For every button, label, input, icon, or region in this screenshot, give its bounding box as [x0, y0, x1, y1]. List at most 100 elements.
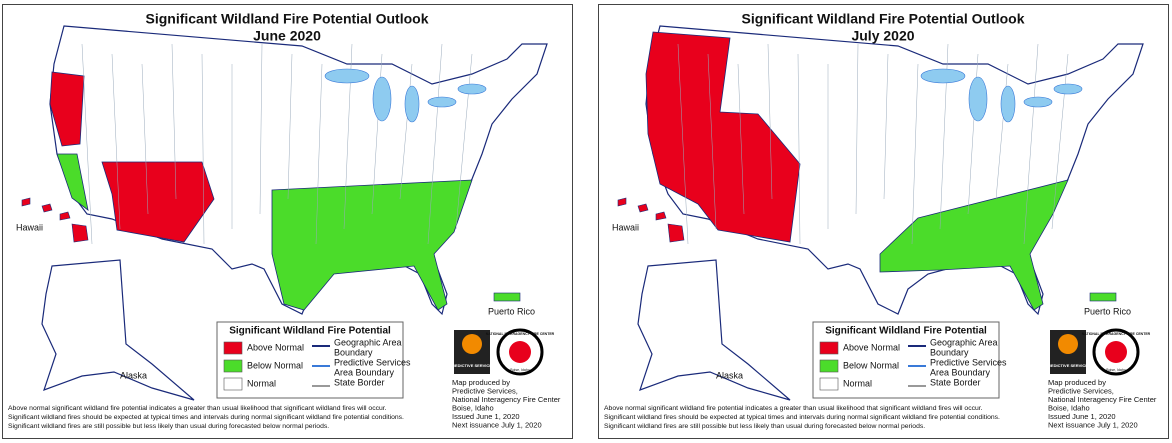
- below-normal-region: [56, 153, 89, 211]
- logo-flame: [462, 334, 482, 354]
- lake: [968, 76, 988, 122]
- below-normal-region: [271, 179, 473, 311]
- credit-line: Map produced by: [452, 378, 510, 387]
- legend-boundary-label: State Border: [334, 377, 385, 387]
- credit-line: National Interagency Fire Center: [452, 395, 561, 404]
- legend-swatch: [819, 359, 839, 373]
- legend: Significant Wildland Fire Potential Above…: [216, 321, 411, 399]
- hawaii-island: [667, 223, 685, 243]
- logo-text: PREDICTIVE SERVICES: [1045, 363, 1091, 368]
- footnote: Above normal significant wildland fire p…: [8, 405, 387, 412]
- map-panel: Significant Wildland Fire Potential Outl…: [2, 4, 573, 439]
- lake: [1000, 85, 1016, 123]
- state-border: [737, 63, 745, 215]
- legend-boundary-label: Area Boundary: [334, 367, 395, 377]
- hawaii-island: [59, 211, 71, 221]
- map-title: Significant Wildland Fire Potential Outl…: [742, 11, 1025, 27]
- map-panel: Significant Wildland Fire Potential Outl…: [598, 4, 1169, 439]
- legend-title: Significant Wildland Fire Potential: [229, 326, 391, 337]
- below-normal-region: [879, 179, 1069, 311]
- legend-swatch: [223, 341, 243, 355]
- legend-title: Significant Wildland Fire Potential: [825, 326, 987, 337]
- state-border: [259, 43, 263, 215]
- state-border: [201, 53, 205, 245]
- credit-line: Next issuance July 1, 2020: [1048, 420, 1138, 429]
- credit-line: Next issuance July 1, 2020: [452, 420, 542, 429]
- puerto-rico-label: Puerto Rico: [488, 306, 535, 316]
- legend-label: Below Normal: [843, 360, 899, 370]
- above-normal-region: [645, 31, 801, 243]
- map-title: Significant Wildland Fire Potential Outl…: [146, 11, 429, 27]
- credit-line: Predictive Services,: [452, 386, 518, 395]
- state-border: [455, 53, 473, 230]
- puerto-rico: [493, 292, 521, 302]
- nifc-logo-text: NATIONAL INTERAGENCY FIRE CENTER: [486, 332, 555, 336]
- state-border: [111, 53, 121, 230]
- legend: Significant Wildland Fire Potential Above…: [812, 321, 1007, 399]
- legend-box: [216, 321, 404, 399]
- legend-boundary-label: Predictive Services: [930, 357, 1007, 367]
- hawaii-island: [655, 211, 667, 221]
- state-border: [677, 43, 689, 245]
- nifc-logo-city: Boise, Idaho: [1106, 368, 1126, 372]
- state-border: [287, 53, 293, 200]
- legend-label: Above Normal: [843, 342, 900, 352]
- footnote: Significant wildland fires are still pos…: [8, 423, 329, 430]
- legend-label: Above Normal: [247, 342, 304, 352]
- lake: [1023, 96, 1053, 108]
- lake: [920, 68, 966, 84]
- nifc-flame: [509, 341, 531, 363]
- state-border: [767, 43, 773, 200]
- footnote: Above normal significant wildland fire p…: [604, 405, 983, 412]
- logo-text: PREDICTIVE SERVICES: [449, 363, 495, 368]
- hawaii-island: [21, 197, 31, 207]
- map-subtitle: July 2020: [851, 28, 914, 44]
- hawaii-island: [41, 203, 53, 213]
- legend-label: Normal: [247, 378, 276, 388]
- legend-swatch: [819, 341, 839, 355]
- legend-swatch: [223, 377, 243, 391]
- alaska-label: Alaska: [716, 370, 743, 380]
- above-normal-region: [101, 161, 215, 243]
- alaska: [637, 259, 791, 401]
- alaska-label: Alaska: [120, 370, 147, 380]
- hawaii-island: [71, 223, 89, 243]
- state-border: [1051, 53, 1069, 230]
- footnote: Significant wildland fires are still pos…: [604, 423, 925, 430]
- legend-swatch: [223, 359, 243, 373]
- legend-boundary-label: Area Boundary: [930, 367, 991, 377]
- lake: [1053, 83, 1083, 95]
- lake: [324, 68, 370, 84]
- footnote: Significant wildland fires should be exp…: [8, 414, 404, 421]
- legend-boundary-label: Boundary: [334, 347, 373, 357]
- legend-label: Below Normal: [247, 360, 303, 370]
- credit-line: Issued June 1, 2020: [1048, 412, 1116, 421]
- puerto-rico: [1089, 292, 1117, 302]
- state-border: [797, 53, 801, 245]
- credit-line: Map produced by: [1048, 378, 1106, 387]
- hawaii-island: [637, 203, 649, 213]
- legend-box: [812, 321, 1000, 399]
- legend-label: Normal: [843, 378, 872, 388]
- state-border: [171, 43, 177, 200]
- nifc-logo-text: NATIONAL INTERAGENCY FIRE CENTER: [1082, 332, 1151, 336]
- nifc-logo-city: Boise, Idaho: [510, 368, 530, 372]
- legend-swatch: [819, 377, 839, 391]
- legend-boundary-label: Geographic Area: [930, 337, 998, 347]
- state-border: [911, 63, 919, 245]
- credit-line: Predictive Services,: [1048, 386, 1114, 395]
- alaska: [41, 259, 195, 401]
- state-border: [315, 63, 323, 245]
- lake: [457, 83, 487, 95]
- hawaii-label: Hawaii: [16, 222, 43, 232]
- nifc-flame: [1105, 341, 1127, 363]
- lake: [404, 85, 420, 123]
- state-border: [707, 53, 717, 230]
- credit-line: National Interagency Fire Center: [1048, 395, 1157, 404]
- hawaii-label: Hawaii: [612, 222, 639, 232]
- hawaii-island: [617, 197, 627, 207]
- legend-boundary-label: Predictive Services: [334, 357, 411, 367]
- state-border: [883, 53, 889, 200]
- lake: [372, 76, 392, 122]
- state-border: [81, 43, 93, 245]
